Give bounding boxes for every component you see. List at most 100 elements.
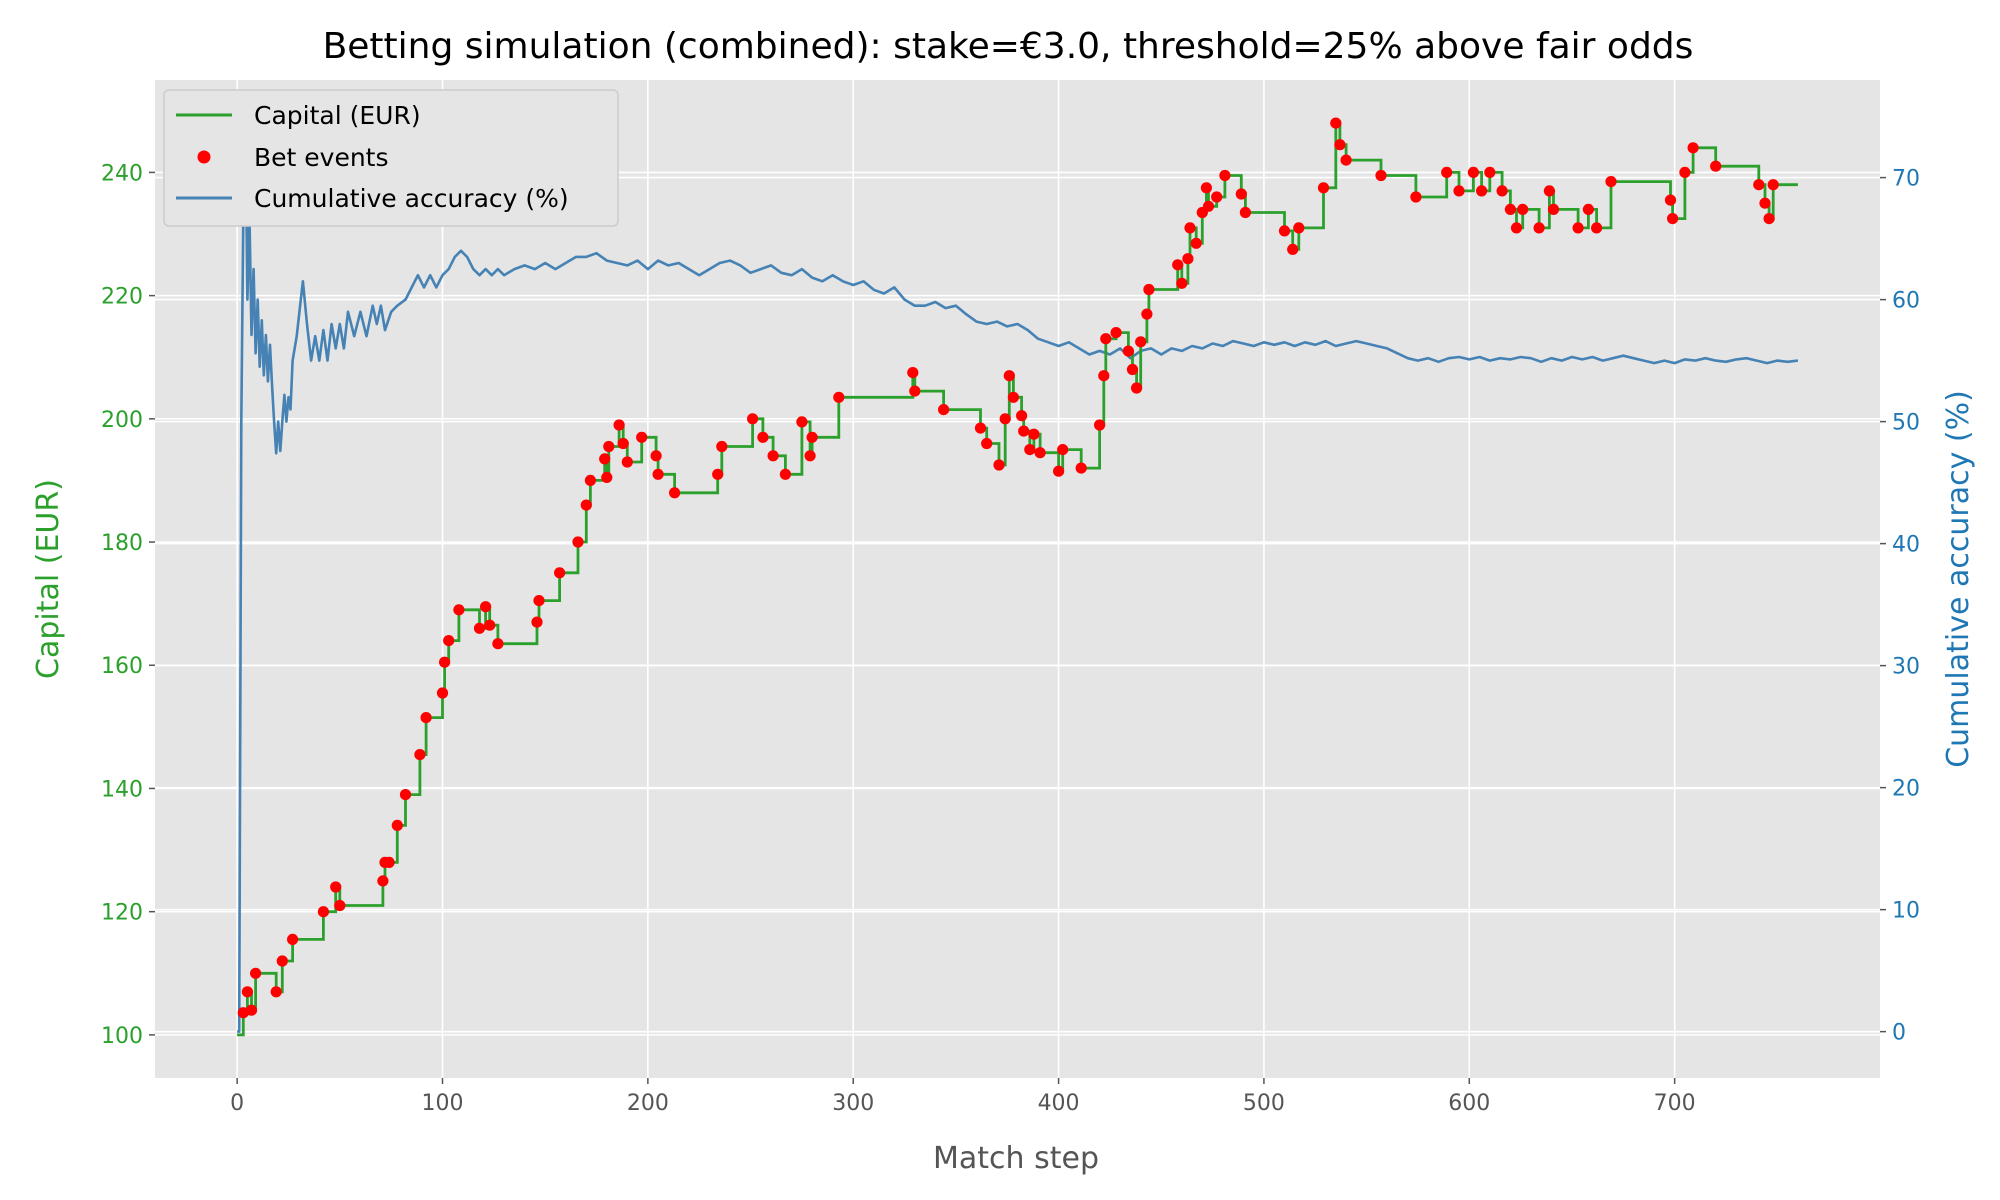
chart-title: Betting simulation (combined): stake=€3.… <box>323 26 1694 67</box>
bet-event-point <box>383 856 395 869</box>
legend: Capital (EUR) Bet events Cumulative accu… <box>163 89 619 227</box>
bet-event-point <box>1582 203 1594 215</box>
bet-event-point <box>1605 176 1617 188</box>
bet-event-point <box>993 459 1005 471</box>
bet-event-point <box>1543 185 1555 197</box>
bet-event-point <box>603 440 615 453</box>
bet-event-point <box>1476 185 1488 197</box>
bet-event-point <box>1003 370 1015 382</box>
bet-event-point <box>909 385 921 397</box>
y-right-tick-label: 30 <box>1892 655 1920 680</box>
y-right-tick-label: 10 <box>1892 899 1920 924</box>
bet-event-point <box>584 474 597 486</box>
bet-event-point <box>1235 188 1247 200</box>
bet-event-point <box>779 468 792 480</box>
bet-event-point <box>1334 139 1346 151</box>
bet-event-point <box>599 453 611 465</box>
bet-event-point <box>1176 277 1188 289</box>
x-tick-label: 100 <box>422 1091 464 1116</box>
bet-event-point <box>436 687 449 699</box>
legend-label-bets: Bet events <box>254 143 389 172</box>
bet-event-point <box>1100 333 1112 345</box>
bet-event-point <box>1591 222 1603 234</box>
bet-event-point <box>1317 182 1330 194</box>
bet-event-point <box>1110 327 1122 339</box>
bet-event-point <box>1172 259 1184 271</box>
y-left-tick-label: 220 <box>101 285 143 310</box>
bet-event-point <box>907 367 919 379</box>
bet-event-point <box>1007 391 1020 403</box>
plot-area <box>155 80 1880 1078</box>
bet-event-point <box>1572 222 1584 234</box>
y-left-tick-label: 140 <box>101 777 143 802</box>
bet-event-point <box>1278 225 1291 237</box>
x-tick-label: 200 <box>627 1091 669 1116</box>
y-right-tick-label: 60 <box>1892 289 1920 314</box>
y-left-tick-label: 160 <box>101 654 143 679</box>
bet-event-point <box>276 955 288 967</box>
bet-event-point <box>420 712 432 724</box>
bet-event-point <box>317 906 329 918</box>
bet-event-point <box>1375 169 1387 182</box>
bet-event-point <box>554 567 566 579</box>
y-right-tick-label: 40 <box>1892 533 1920 558</box>
bet-event-point <box>399 789 412 801</box>
y-left-tick-label: 240 <box>101 161 143 186</box>
bet-event-point <box>443 635 455 647</box>
bet-event-point <box>716 440 728 453</box>
bet-event-point <box>617 437 629 450</box>
y-axis-left: 100 120 140 160 180 200 220 240 <box>101 161 155 1049</box>
bet-event-point <box>250 967 262 979</box>
bet-event-point <box>473 622 486 634</box>
bet-event-point <box>1131 382 1143 394</box>
bet-event-point <box>747 413 759 425</box>
legend-box <box>163 89 619 227</box>
bet-event-point <box>1211 191 1223 203</box>
bet-event-point <box>652 468 664 480</box>
bet-event-point <box>1141 308 1153 320</box>
bet-event-point <box>245 1004 258 1016</box>
bet-event-point <box>391 819 403 832</box>
bet-event-point <box>1190 237 1202 249</box>
y-right-tick-label: 20 <box>1892 777 1920 802</box>
bet-event-point <box>1182 253 1194 265</box>
bet-event-point <box>1122 345 1134 357</box>
bet-event-point <box>1441 166 1453 178</box>
bet-event-point <box>1484 166 1496 178</box>
bet-event-point <box>1496 185 1508 197</box>
bet-event-point <box>1330 117 1342 129</box>
y-left-tick-label: 180 <box>101 531 143 556</box>
bet-event-point <box>1018 425 1030 437</box>
y-right-tick-label: 50 <box>1892 411 1920 436</box>
x-tick-label: 700 <box>1654 1091 1696 1116</box>
bet-event-point <box>334 899 346 912</box>
x-tick-label: 500 <box>1243 1091 1285 1116</box>
bet-event-point <box>1664 194 1677 206</box>
bet-event-point <box>999 413 1011 425</box>
y-right-tick-label: 70 <box>1892 167 1920 192</box>
bet-event-point <box>767 450 779 462</box>
bet-event-point <box>1016 410 1028 422</box>
bet-event-point <box>414 749 426 761</box>
bet-event-point <box>796 416 808 428</box>
bet-event-point <box>804 450 816 462</box>
bet-event-point <box>938 404 950 416</box>
bet-event-point <box>1767 179 1779 191</box>
x-tick-label: 600 <box>1448 1091 1490 1116</box>
bet-event-point <box>1679 166 1691 178</box>
bet-event-point <box>1510 222 1523 234</box>
legend-label-capital: Capital (EUR) <box>254 101 421 130</box>
bet-event-point <box>1517 203 1529 215</box>
x-tick-label: 400 <box>1038 1091 1080 1116</box>
bet-event-point <box>1293 222 1305 234</box>
y-left-tick-label: 100 <box>101 1024 143 1049</box>
y-left-tick-label: 200 <box>101 408 143 433</box>
bet-event-point <box>1667 213 1679 225</box>
bet-event-point <box>1094 419 1106 431</box>
bet-event-point <box>1239 206 1251 219</box>
y-axis-right-label: Cumulative accuracy (%) <box>1941 390 1976 768</box>
bet-event-point <box>241 986 253 998</box>
bet-event-point <box>270 986 282 998</box>
legend-label-accuracy: Cumulative accuracy (%) <box>254 184 569 213</box>
bet-event-point <box>1687 142 1699 154</box>
